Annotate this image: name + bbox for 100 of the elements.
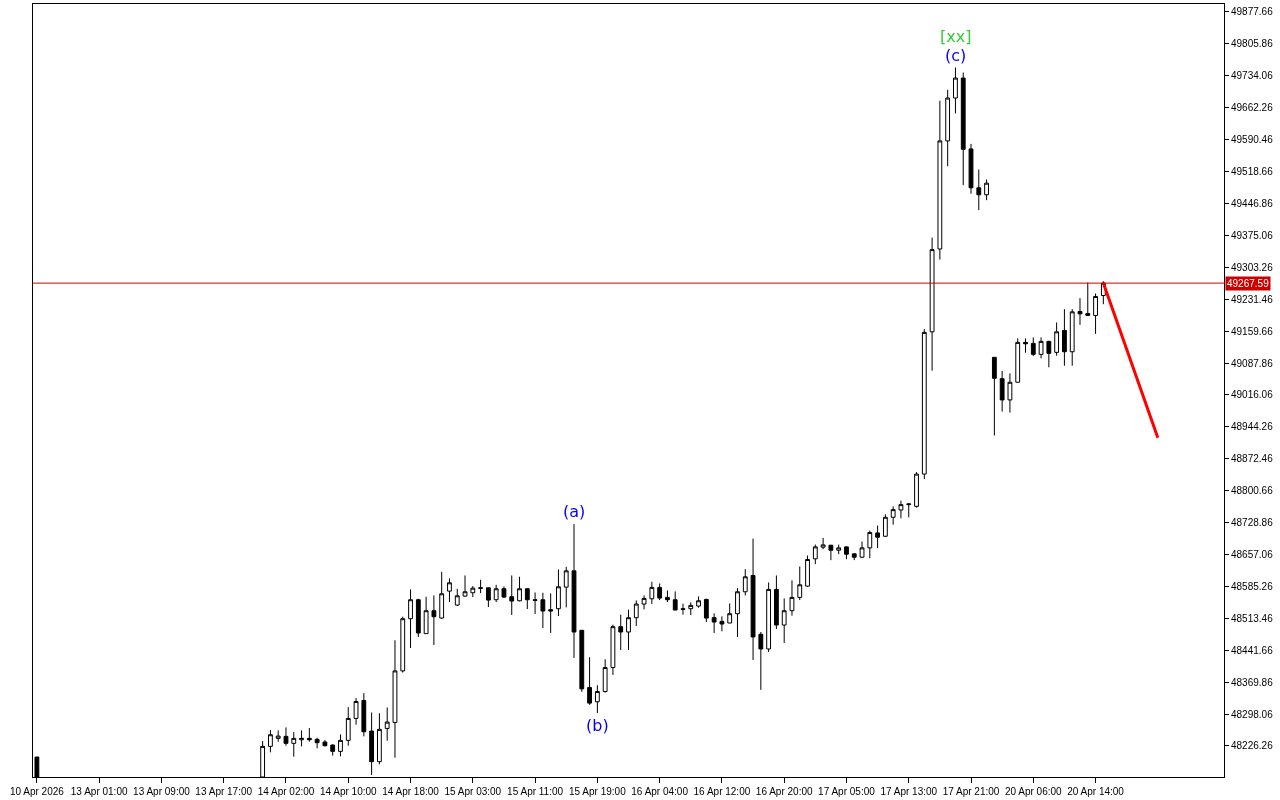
x-tick-label: 17 Apr 21:00	[942, 786, 1000, 797]
candlestick	[657, 582, 663, 601]
candlestick	[268, 729, 273, 753]
candlestick	[602, 658, 608, 693]
annotation: (c)	[945, 46, 967, 65]
candlestick	[470, 585, 476, 598]
y-tick-label: 48441.66	[1231, 644, 1274, 656]
candlestick	[454, 588, 460, 607]
candlestick	[306, 727, 312, 743]
y-tick-label: 49303.26	[1231, 261, 1274, 273]
candlestick	[571, 523, 577, 659]
candlestick	[517, 576, 522, 602]
x-tick-label: 14 Apr 18:00	[382, 786, 440, 797]
x-tick-label: 17 Apr 05:00	[818, 786, 876, 797]
ref-line-label: 49267.59	[1227, 278, 1270, 289]
candlestick	[291, 731, 297, 758]
candlestick	[820, 537, 826, 550]
x-tick-label: 15 Apr 03:00	[444, 786, 502, 797]
y-tick-label: 48657.06	[1231, 549, 1274, 560]
candlestick	[781, 597, 787, 644]
candlestick	[400, 616, 406, 674]
candlestick	[626, 609, 631, 651]
candlestick	[953, 67, 958, 114]
candlestick	[851, 553, 857, 561]
y-tick-label: 49016.06	[1231, 389, 1274, 401]
candlestick	[976, 169, 982, 211]
y-tick-label: 49805.86	[1231, 38, 1274, 50]
candlestick	[844, 545, 849, 560]
candlestick	[797, 565, 803, 601]
x-tick-label: 13 Apr 09:00	[133, 786, 191, 797]
candlestick	[353, 697, 359, 726]
annotation: (a)	[563, 502, 586, 521]
candlestick	[431, 594, 437, 646]
y-tick-label: 49590.46	[1231, 134, 1274, 146]
candlestick	[1023, 337, 1028, 354]
x-tick-label: 16 Apr 20:00	[755, 786, 813, 797]
candlestick	[462, 574, 468, 598]
candlestick	[1054, 321, 1060, 357]
candlestick	[610, 624, 616, 676]
x-tick-label: 16 Apr 12:00	[693, 786, 751, 797]
y-tick-label: 49159.66	[1231, 325, 1274, 337]
candlestick	[540, 592, 546, 629]
y-tick-label: 48298.06	[1231, 708, 1274, 720]
candlestick	[423, 596, 429, 635]
candlestick	[587, 656, 592, 706]
candlestick	[338, 733, 343, 757]
candlestick	[384, 706, 390, 742]
candlestick	[882, 513, 888, 538]
candlestick	[789, 579, 795, 617]
candlestick	[478, 579, 484, 594]
candlestick	[914, 471, 919, 509]
x-tick-label: 14 Apr 02:00	[257, 786, 315, 797]
candlestick	[1007, 372, 1013, 414]
candlestick	[330, 743, 336, 757]
candlestick	[548, 592, 554, 634]
x-tick-label: 13 Apr 01:00	[70, 786, 128, 797]
candlestick	[415, 598, 421, 638]
candlestick	[408, 588, 413, 649]
y-tick-label: 49662.26	[1231, 102, 1274, 114]
candlestick	[867, 530, 873, 559]
y-tick-label: 49877.66	[1231, 6, 1274, 18]
y-tick-label: 48944.26	[1231, 421, 1274, 433]
y-tick-label: 48513.46	[1231, 612, 1274, 624]
candlestick	[641, 594, 647, 610]
candlestick	[688, 601, 694, 616]
candlestick	[773, 574, 779, 630]
candlestick	[719, 615, 725, 632]
candlestick	[750, 538, 756, 661]
y-tick-label: 48728.86	[1231, 517, 1274, 529]
candlestick	[680, 603, 686, 616]
candlestick	[439, 571, 445, 620]
candlestick	[563, 566, 569, 608]
candlestick	[1015, 337, 1021, 383]
candlestick	[945, 89, 951, 167]
annotation: (b)	[586, 716, 609, 735]
candlestick	[532, 591, 538, 615]
y-tick-label: 48800.66	[1231, 485, 1274, 497]
y-tick-label: 49231.46	[1231, 293, 1274, 305]
y-tick-label: 49375.06	[1231, 229, 1274, 241]
candlestick	[361, 692, 367, 737]
candlestick	[556, 569, 561, 617]
y-tick-label: 48369.86	[1231, 676, 1274, 688]
candlestick	[968, 143, 974, 195]
candlestick	[696, 595, 701, 609]
candlestick	[283, 726, 289, 747]
y-tick-label: 49446.86	[1231, 197, 1274, 209]
candlestick	[727, 602, 733, 624]
x-tick-label: 10 Apr 2026	[9, 786, 65, 797]
candlestick	[314, 737, 320, 749]
candlestick	[711, 612, 717, 634]
candlestick	[579, 629, 585, 693]
candlestick	[649, 581, 655, 605]
candlestick	[1093, 293, 1098, 335]
candlestick	[960, 72, 966, 186]
candlestick	[345, 706, 351, 747]
y-tick-label: 49734.06	[1231, 70, 1274, 82]
y-tick-label: 49518.66	[1231, 166, 1274, 178]
x-tick-label: 17 Apr 13:00	[880, 786, 938, 797]
candlestick	[618, 614, 624, 651]
candlestick	[633, 599, 639, 627]
